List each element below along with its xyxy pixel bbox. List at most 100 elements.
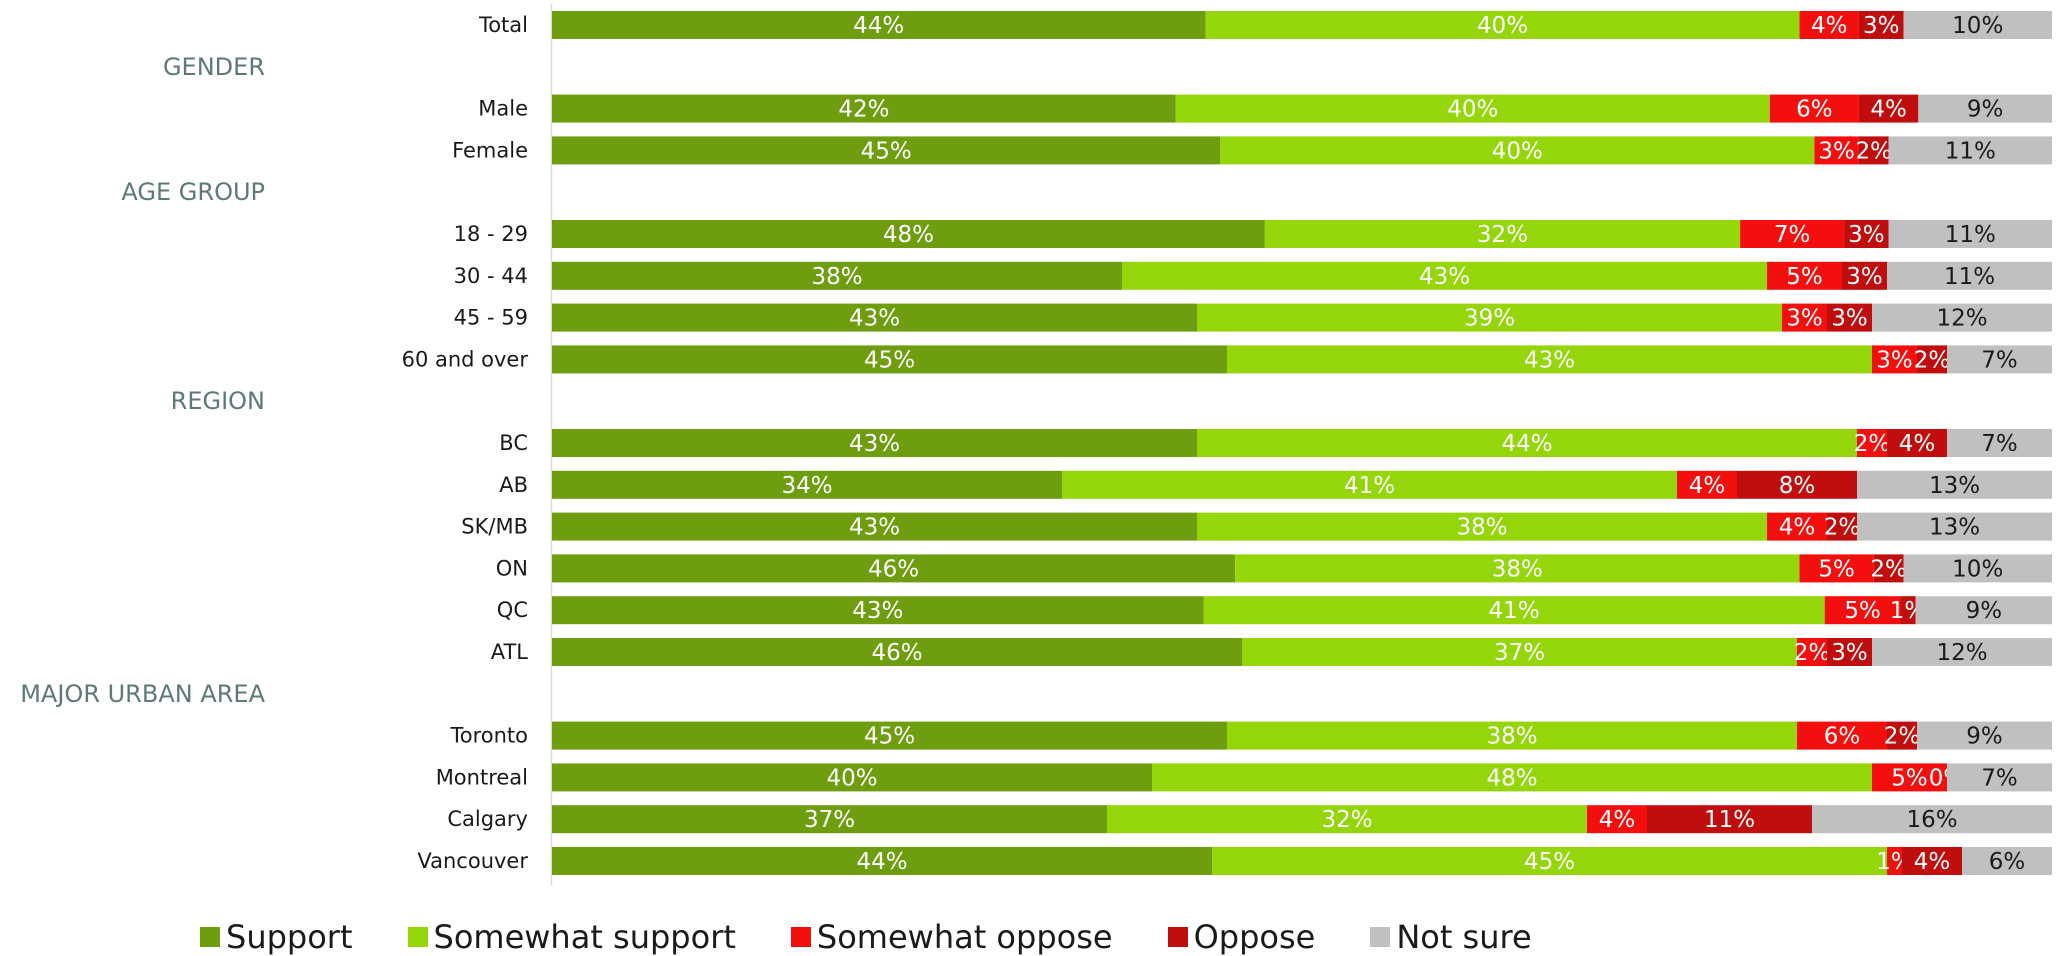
value-label-30-44-somewhat-oppose: 5% (1786, 264, 1823, 290)
bar-45-59-support (552, 303, 1197, 332)
bar-sk-mb-not-sure (1857, 512, 2052, 541)
bar-45-59-not-sure (1872, 303, 2052, 332)
legend-item-somewhat-support: Somewhat support (407, 918, 736, 956)
bar-30-44-oppose (1842, 261, 1887, 290)
value-label-30-44-support: 38% (811, 264, 862, 290)
bar-total-somewhat-oppose (1799, 11, 1859, 39)
value-label-total-not-sure: 10% (1952, 13, 2003, 39)
bar-atl-somewhat-support (1242, 638, 1797, 666)
row-label-male: Male (478, 97, 528, 121)
bar-ab-somewhat-support (1062, 470, 1677, 499)
bar-bc-support (552, 429, 1197, 457)
value-label-calgary-somewhat-support: 32% (1321, 807, 1372, 833)
legend-swatch-somewhat-oppose (790, 927, 811, 947)
value-label-bc-somewhat-support: 44% (1501, 431, 1552, 457)
value-label-45-59-oppose: 3% (1831, 306, 1868, 332)
legend-item-support: Support (200, 918, 353, 956)
bar-atl-support (552, 638, 1242, 666)
row-label-bc: BC (499, 431, 528, 455)
bar-sk-mb-somewhat-support (1197, 512, 1767, 541)
row-label-sk-mb: SK/MB (461, 515, 528, 539)
group-label-region: REGION (171, 387, 265, 415)
bar-bc-not-sure (1947, 429, 2052, 457)
value-label-sk-mb-oppose: 2% (1824, 515, 1861, 541)
value-label-male-somewhat-support: 40% (1447, 97, 1498, 123)
value-label-total-oppose: 3% (1863, 13, 1900, 39)
bar-sk-mb-support (552, 512, 1197, 541)
legend-label-not-sure: Not sure (1396, 918, 1532, 956)
value-label-atl-somewhat-support: 37% (1494, 640, 1545, 666)
bar-30-44-somewhat-oppose (1767, 261, 1842, 290)
value-label-bc-oppose: 4% (1899, 431, 1936, 457)
bar-montreal-not-sure (1947, 763, 2052, 792)
row-label-60-and-over: 60 and over (402, 347, 529, 371)
value-label-total-support: 44% (853, 13, 904, 39)
value-label-montreal-not-sure: 7% (1981, 765, 2018, 791)
legend-swatch-oppose (1167, 927, 1188, 947)
value-label-ab-somewhat-support: 41% (1344, 473, 1395, 499)
bar-total-oppose (1858, 11, 1904, 39)
bar-atl-not-sure (1872, 638, 2052, 666)
bar-qc-not-sure (1915, 596, 2052, 625)
bar-18-29-somewhat-support (1264, 220, 1741, 248)
row-label-30-44: 30 - 44 (454, 264, 528, 288)
value-label-qc-support: 43% (852, 598, 903, 624)
value-label-vancouver-oppose: 4% (1914, 849, 1951, 875)
value-label-toronto-oppose: 2% (1884, 724, 1921, 750)
value-label-45-59-not-sure: 12% (1936, 306, 1987, 332)
bar-bc-somewhat-oppose (1857, 429, 1887, 457)
row-label-toronto: Toronto (449, 724, 528, 748)
value-label-qc-somewhat-support: 41% (1489, 598, 1540, 624)
value-label-female-oppose: 2% (1856, 138, 1893, 164)
value-label-vancouver-support: 44% (856, 849, 907, 875)
legend-swatch-somewhat-support (407, 927, 428, 947)
bar-qc-somewhat-oppose (1824, 596, 1901, 625)
bar-on-not-sure (1903, 554, 2052, 583)
value-label-60-and-over-somewhat-support: 43% (1524, 347, 1575, 373)
value-label-toronto-somewhat-oppose: 6% (1824, 724, 1861, 750)
bar-total-somewhat-support (1205, 11, 1800, 39)
legend-label-support: Support (226, 918, 353, 956)
value-label-60-and-over-oppose: 2% (1914, 347, 1951, 373)
value-label-vancouver-not-sure: 6% (1989, 849, 2026, 875)
value-label-female-support: 45% (861, 138, 912, 164)
bar-ab-not-sure (1857, 470, 2052, 499)
bar-montreal-somewhat-support (1152, 763, 1872, 792)
bar-female-oppose (1858, 136, 1889, 165)
value-label-male-oppose: 4% (1870, 97, 1907, 123)
bar-female-support (552, 136, 1221, 165)
value-label-60-and-over-support: 45% (864, 347, 915, 373)
value-label-45-59-support: 43% (849, 306, 900, 332)
bar-qc-somewhat-support (1203, 596, 1825, 625)
bar-vancouver-somewhat-support (1212, 847, 1887, 875)
value-label-calgary-oppose: 11% (1704, 807, 1755, 833)
bar-45-59-somewhat-support (1197, 303, 1782, 332)
value-label-on-somewhat-oppose: 5% (1818, 556, 1855, 582)
bar-18-29-oppose (1844, 220, 1889, 248)
bar-toronto-support (552, 721, 1227, 750)
value-label-vancouver-somewhat-support: 45% (1524, 849, 1575, 875)
legend-label-oppose: Oppose (1193, 918, 1316, 956)
bar-30-44-support (552, 261, 1122, 290)
bar-sk-mb-oppose (1827, 512, 1857, 541)
group-label-major-urban-area: MAJOR URBAN AREA (20, 680, 265, 708)
bar-atl-somewhat-oppose (1797, 638, 1827, 666)
row-label-total: Total (478, 13, 528, 37)
bar-30-44-somewhat-support (1122, 261, 1767, 290)
bar-qc-oppose (1900, 596, 1916, 625)
value-label-toronto-not-sure: 9% (1966, 724, 2003, 750)
value-label-45-59-somewhat-support: 39% (1464, 306, 1515, 332)
bar-on-oppose (1873, 554, 1904, 583)
value-label-calgary-somewhat-oppose: 4% (1599, 807, 1636, 833)
row-label-ab: AB (499, 473, 528, 497)
row-label-montreal: Montreal (436, 765, 528, 789)
value-label-atl-oppose: 3% (1831, 640, 1868, 666)
value-label-sk-mb-somewhat-support: 38% (1456, 515, 1507, 541)
legend-swatch-support (200, 927, 220, 947)
bar-45-59-oppose (1827, 303, 1872, 332)
bar-vancouver-somewhat-oppose (1887, 847, 1902, 875)
bar-18-29-somewhat-oppose (1740, 220, 1845, 248)
value-label-male-support: 42% (838, 97, 889, 123)
value-label-18-29-oppose: 3% (1848, 222, 1885, 248)
value-label-ab-not-sure: 13% (1929, 473, 1980, 499)
